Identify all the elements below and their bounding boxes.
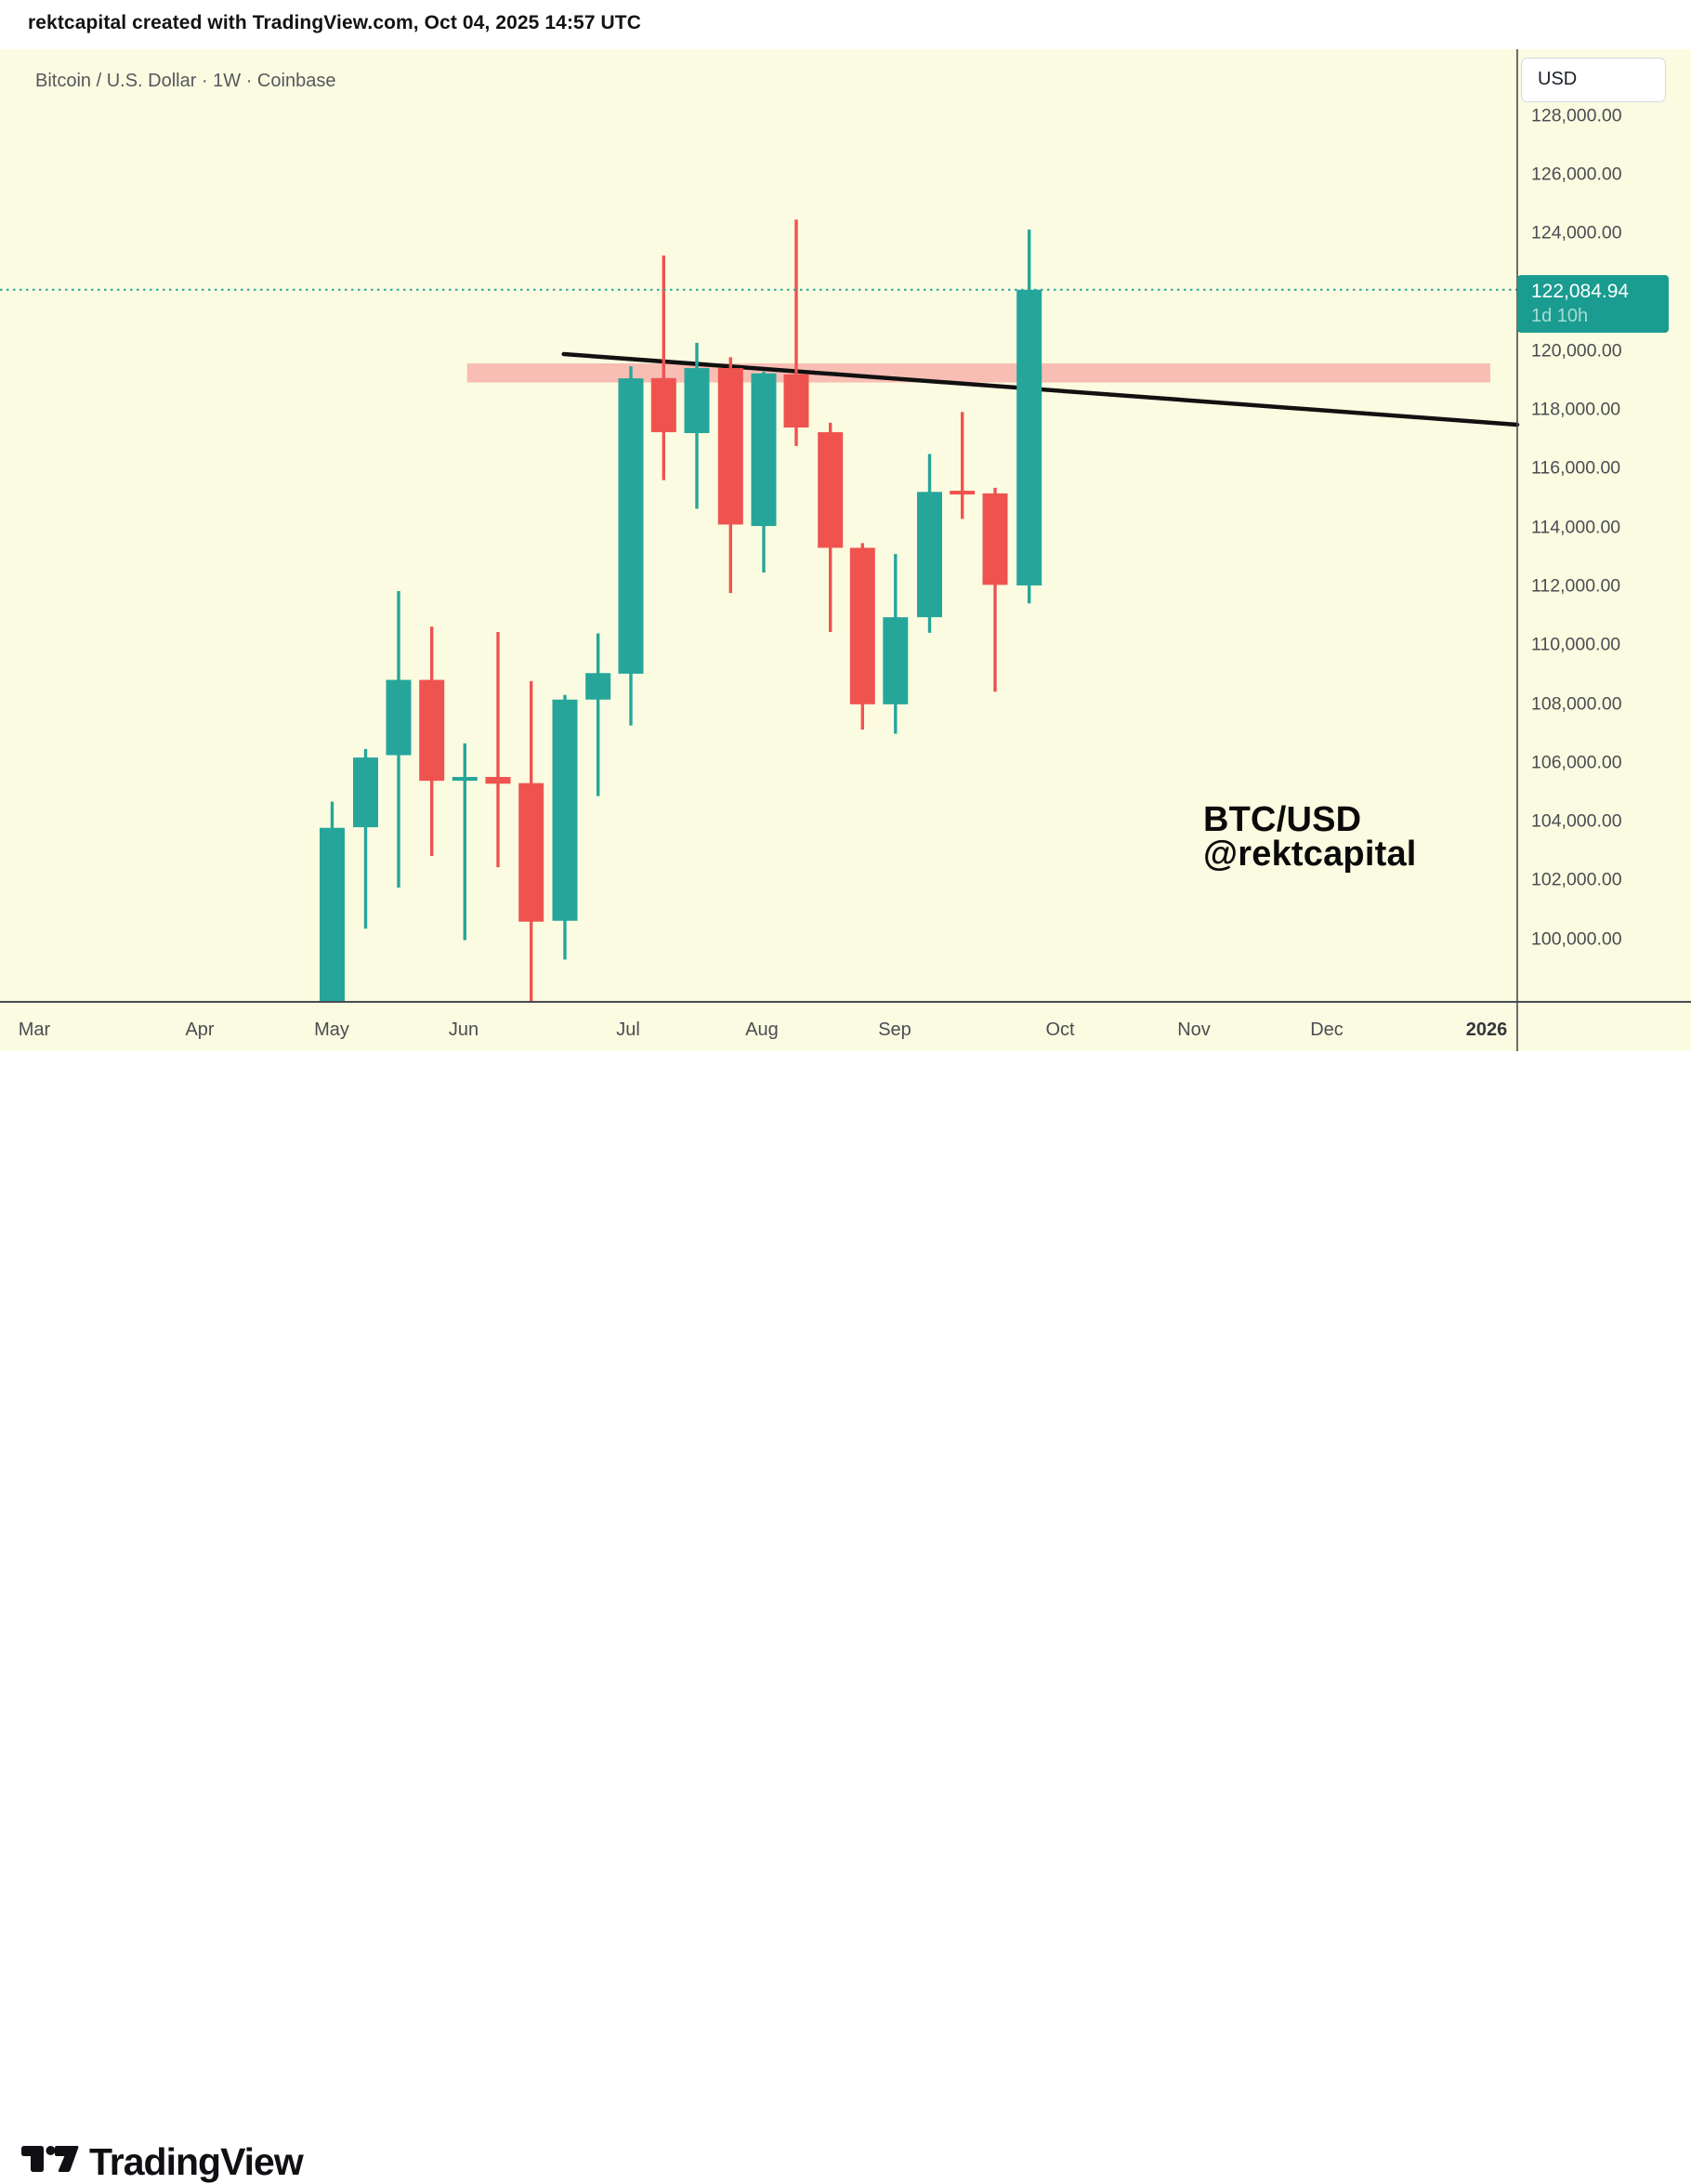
candle[interactable] xyxy=(849,543,875,730)
candle-body xyxy=(585,673,611,700)
price-axis-label: 114,000.00 xyxy=(1531,517,1621,538)
attribution-text: rektcapital created with TradingView.com… xyxy=(28,12,641,33)
time-axis-label: Jun xyxy=(448,1020,479,1040)
price-axis-label: 102,000.00 xyxy=(1531,869,1622,890)
candlestick-plot[interactable] xyxy=(0,0,1691,1165)
candle[interactable] xyxy=(552,694,578,960)
candle-body xyxy=(849,547,875,704)
price-axis-label: 112,000.00 xyxy=(1531,575,1621,597)
candle-body xyxy=(485,776,511,784)
time-axis-label: Aug xyxy=(745,1020,779,1040)
price-axis-label: 120,000.00 xyxy=(1531,340,1622,362)
candle-body xyxy=(883,617,909,704)
price-axis-label: 106,000.00 xyxy=(1531,752,1622,773)
current-price-value: 122,084.94 xyxy=(1531,281,1630,302)
candle-body xyxy=(917,492,942,618)
price-axis-label: 110,000.00 xyxy=(1531,634,1621,655)
candle-body xyxy=(353,757,378,828)
candle[interactable] xyxy=(518,680,544,1003)
candle[interactable] xyxy=(751,371,777,573)
candle[interactable] xyxy=(585,633,611,796)
candle-body xyxy=(950,491,976,495)
candle[interactable] xyxy=(917,454,942,633)
candle[interactable] xyxy=(618,366,644,726)
price-axis-label: 126,000.00 xyxy=(1531,164,1622,185)
candle[interactable] xyxy=(650,255,676,480)
tradingview-logo-icon[interactable] xyxy=(21,2146,79,2172)
currency-toggle-button[interactable]: USD xyxy=(1521,58,1666,102)
candle-body xyxy=(1016,289,1042,585)
candle-body xyxy=(320,827,345,1002)
tradingview-wordmark[interactable]: TradingView xyxy=(89,2140,304,2183)
price-axis-label: 108,000.00 xyxy=(1531,693,1622,714)
candle[interactable] xyxy=(320,801,345,1003)
time-axis-label: 2026 xyxy=(1465,1020,1508,1040)
candle[interactable] xyxy=(684,342,710,509)
price-axis-label: 118,000.00 xyxy=(1531,399,1621,420)
chart-background xyxy=(0,49,1691,1051)
price-axis-label: 104,000.00 xyxy=(1531,810,1622,832)
price-axis-label: 128,000.00 xyxy=(1531,105,1622,125)
candle[interactable] xyxy=(386,590,412,888)
candle[interactable] xyxy=(485,631,511,868)
watermark: BTC/USD @rektcapital xyxy=(1203,800,1417,874)
candle[interactable] xyxy=(353,748,378,929)
candle[interactable] xyxy=(783,219,809,446)
bar-close-countdown: 1d 10h xyxy=(1531,306,1589,326)
time-axis-label: Oct xyxy=(1045,1020,1075,1040)
candle-body xyxy=(518,783,544,922)
candle[interactable] xyxy=(452,743,478,941)
watermark-symbol: BTC/USD xyxy=(1203,800,1362,839)
candle-body xyxy=(684,368,710,434)
time-axis-label: Jul xyxy=(616,1020,640,1040)
price-axis-label: 124,000.00 xyxy=(1531,222,1622,243)
candle-body xyxy=(783,374,809,428)
time-axis-label: Nov xyxy=(1177,1020,1211,1040)
candle-body xyxy=(386,679,412,756)
candle[interactable] xyxy=(818,422,844,632)
candle-body xyxy=(751,373,777,527)
candle[interactable] xyxy=(883,554,909,734)
candle[interactable] xyxy=(717,357,743,594)
price-axis-label: 100,000.00 xyxy=(1531,928,1622,950)
time-axis-label: Apr xyxy=(185,1020,215,1040)
symbol-title: Bitcoin / U.S. Dollar · 1W · Coinbase xyxy=(35,71,336,91)
time-axis-label: May xyxy=(314,1020,349,1040)
candle-body xyxy=(982,493,1008,585)
time-axis-label: Mar xyxy=(18,1020,51,1040)
candle-body xyxy=(419,679,445,782)
candle[interactable] xyxy=(1016,229,1042,604)
candle[interactable] xyxy=(419,626,445,857)
candle-body xyxy=(650,377,676,433)
time-axis-label: Dec xyxy=(1310,1020,1344,1040)
candle-body xyxy=(618,378,644,674)
candle-body xyxy=(818,432,844,548)
current-price-label: 122,084.94 1d 10h xyxy=(1517,275,1669,333)
candle[interactable] xyxy=(982,487,1008,692)
time-axis-label: Sep xyxy=(878,1020,911,1040)
candle-body xyxy=(452,776,478,782)
price-axis-label: 116,000.00 xyxy=(1531,457,1621,479)
candle-body xyxy=(717,368,743,525)
footer-bar: TradingView xyxy=(0,1051,1691,2183)
candle[interactable] xyxy=(950,412,976,520)
watermark-handle: @rektcapital xyxy=(1203,835,1417,874)
header-bar: rektcapital created with TradingView.com… xyxy=(0,0,1691,49)
candle-body xyxy=(552,699,578,921)
